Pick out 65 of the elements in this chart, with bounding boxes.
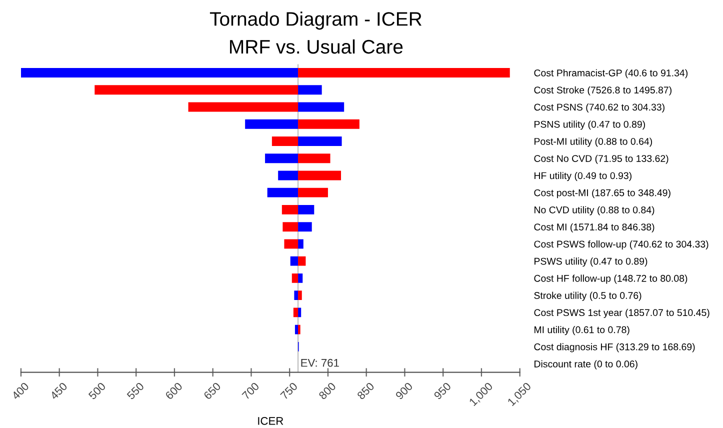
y-tick-label: Stroke utility (0.5 to 0.76)	[534, 292, 642, 301]
bar	[272, 136, 298, 146]
x-tick-label: 700	[242, 382, 260, 400]
x-tick-label: 850	[356, 382, 375, 400]
chart-title: Tornado Diagram - ICER	[210, 12, 422, 30]
bar	[282, 205, 298, 214]
x-tick-label: 800	[318, 382, 336, 400]
x-tick-label: 950	[433, 382, 452, 400]
x-tick-label: 650	[203, 382, 222, 400]
x-tick-label: 550	[126, 382, 144, 400]
bar	[278, 170, 298, 180]
bar	[290, 256, 298, 266]
y-tick-label: Cost Phramacist-GP (40.6 to 91.34)	[534, 69, 688, 78]
bar	[298, 170, 342, 180]
bar	[298, 256, 306, 266]
bar	[267, 188, 298, 198]
y-tick-label: Cost PSWS follow-up (740.62 to 304.33)	[534, 240, 708, 250]
bar	[298, 136, 342, 146]
y-tick-label: Cost HF follow-up (148.72 to 80.08)	[534, 274, 688, 284]
bar	[284, 239, 298, 249]
y-tick-label: HF utility (0.49 to 0.93)	[534, 172, 632, 182]
x-tick-label: 400	[11, 382, 30, 400]
x-tick-label: 450	[50, 382, 68, 400]
bar	[298, 119, 360, 129]
bar	[298, 308, 302, 318]
y-tick-label: Cost PSWS 1st year (1857.07 to 510.45)	[534, 308, 710, 318]
y-tick-label: PSNS utility (0.47 to 0.89)	[534, 120, 645, 130]
y-tick-label: Cost No CVD (71.95 to 133.62)	[534, 154, 668, 164]
x-tick-label: 500	[88, 382, 106, 400]
bar	[298, 102, 344, 112]
y-tick-label: Cost Stroke (7526.8 to 1495.87)	[534, 86, 672, 96]
y-tick-label: PSWS utility (0.47 to 0.89)	[534, 258, 648, 267]
y-tick-label: Cost post-MI (187.65 to 348.49)	[534, 189, 670, 198]
bar	[294, 324, 298, 334]
y-tick-label: Post-MI utility (0.88 to 0.64)	[534, 138, 652, 147]
y-tick-label: Discount rate (0 to 0.06)	[534, 360, 638, 370]
x-tick-label: 600	[164, 382, 183, 400]
bar	[245, 119, 298, 129]
bar	[298, 273, 303, 283]
bar	[282, 222, 298, 232]
bar	[294, 290, 298, 300]
y-tick-label: No CVD utility (0.88 to 0.84)	[534, 206, 654, 216]
x-tick-label: 900	[395, 382, 414, 400]
bar	[298, 290, 302, 300]
x-tick-label: 750	[280, 382, 298, 400]
bar	[293, 308, 298, 318]
bar	[298, 222, 312, 232]
bar	[298, 205, 314, 214]
bar	[292, 273, 298, 283]
bar	[298, 154, 330, 164]
y-tick-label: Cost diagnosis HF (313.29 to 168.69)	[534, 343, 695, 352]
ref-line-label: EV: 761	[301, 358, 339, 367]
y-tick-label: MI utility (0.61 to 0.78)	[534, 326, 630, 336]
bar	[265, 154, 298, 164]
chart-subtitle: MRF vs. Usual Care	[230, 39, 403, 54]
bar	[188, 102, 298, 112]
bar	[298, 85, 322, 95]
y-tick-label: Cost PSNS (740.62 to 304.33)	[534, 103, 664, 113]
bar	[94, 85, 298, 95]
y-tick-label: Cost MI (1571.84 to 846.38)	[534, 223, 654, 232]
x-axis-title: ICER	[258, 417, 284, 425]
bar	[298, 188, 328, 198]
bar	[298, 239, 304, 249]
bar	[20, 68, 298, 78]
bar	[298, 68, 510, 78]
